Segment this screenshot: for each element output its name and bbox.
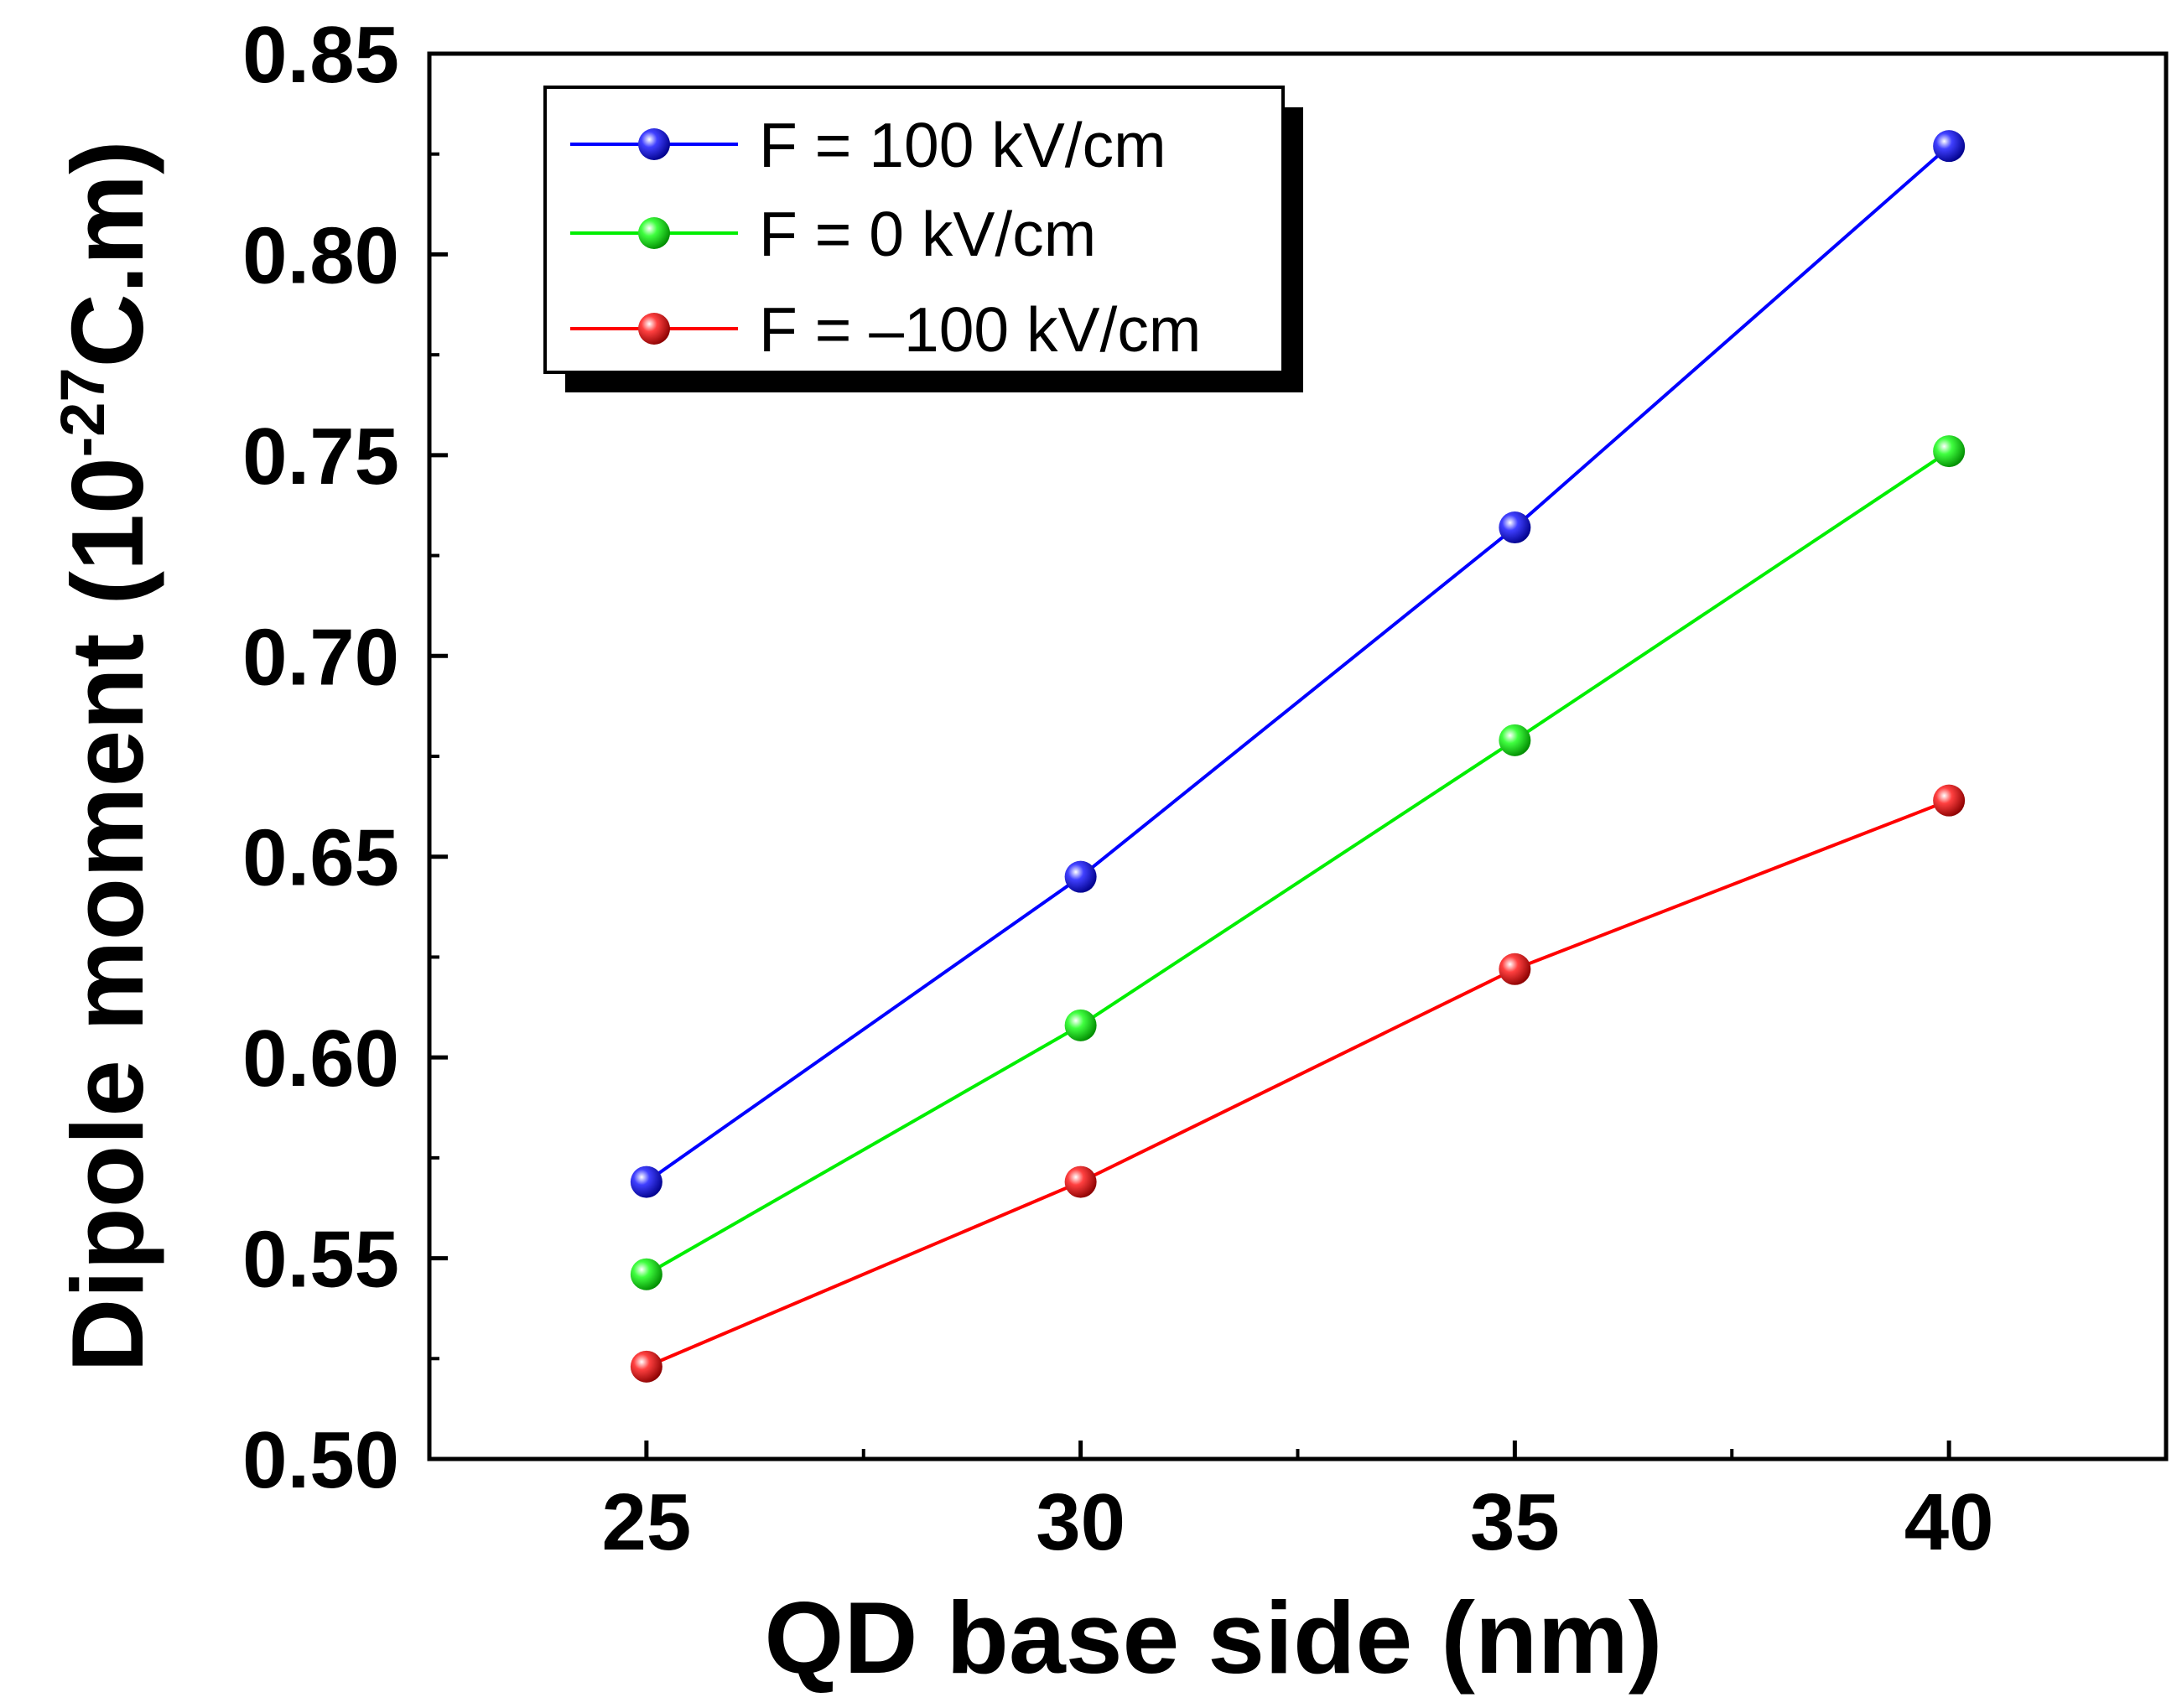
y-tick-label: 0.65 xyxy=(242,813,399,903)
data-point xyxy=(1064,1009,1097,1041)
data-point xyxy=(630,1350,662,1383)
y-tick-label: 0.75 xyxy=(242,412,399,501)
data-point xyxy=(1933,435,1966,468)
data-point xyxy=(1933,784,1966,817)
legend-label-2: F = –100 kV/cm xyxy=(759,294,1201,365)
data-point xyxy=(1499,953,1531,985)
x-tick-label: 25 xyxy=(601,1477,691,1567)
data-point xyxy=(1499,724,1531,756)
data-point xyxy=(630,1165,662,1198)
legend-marker-2 xyxy=(638,313,670,345)
series-line-2 xyxy=(646,798,1950,1368)
y-tick-label: 0.70 xyxy=(242,612,399,702)
legend-items: F = 100 kV/cm F = 0 kV/cm F = –100 kV/cm xyxy=(570,110,1201,365)
series-line-0 xyxy=(645,144,1951,1184)
y-tick-label: 0.50 xyxy=(242,1415,399,1505)
legend-marker-0 xyxy=(638,128,670,160)
x-axis: 25 30 35 40 xyxy=(601,1441,1994,1567)
data-point xyxy=(1064,1165,1097,1198)
series-line-1 xyxy=(645,449,1951,1276)
x-tick-label: 35 xyxy=(1470,1477,1560,1567)
y-tick-label: 0.80 xyxy=(242,210,399,300)
x-tick-label: 40 xyxy=(1904,1477,1994,1567)
y-tick-label: 0.85 xyxy=(242,10,399,100)
data-point xyxy=(630,1258,662,1290)
data-point xyxy=(1499,511,1531,544)
y-axis-title-end: C.m) xyxy=(50,140,164,367)
y-axis-title-superscript: -27 xyxy=(48,367,117,457)
y-tick-label: 0.60 xyxy=(242,1014,399,1103)
legend-label-1: F = 0 kV/cm xyxy=(759,199,1096,269)
x-axis-title: QD base side (nm) xyxy=(764,1581,1662,1695)
y-axis-title: Dipole moment (10-27C.m) xyxy=(48,140,164,1372)
legend: F = 100 kV/cm F = 0 kV/cm F = –100 kV/cm xyxy=(543,86,1303,392)
data-point xyxy=(1933,130,1966,163)
legend-marker-1 xyxy=(638,217,670,249)
y-axis: 0.50 0.55 0.60 0.65 0.70 0.75 0.80 0.85 xyxy=(242,10,448,1505)
legend-label-0: F = 100 kV/cm xyxy=(759,110,1166,180)
series-layer xyxy=(630,130,1966,1383)
x-tick-label: 30 xyxy=(1036,1477,1125,1567)
y-tick-label: 0.55 xyxy=(242,1215,399,1305)
data-point xyxy=(1064,860,1097,893)
y-axis-title-main: Dipole moment (10 xyxy=(50,457,164,1372)
